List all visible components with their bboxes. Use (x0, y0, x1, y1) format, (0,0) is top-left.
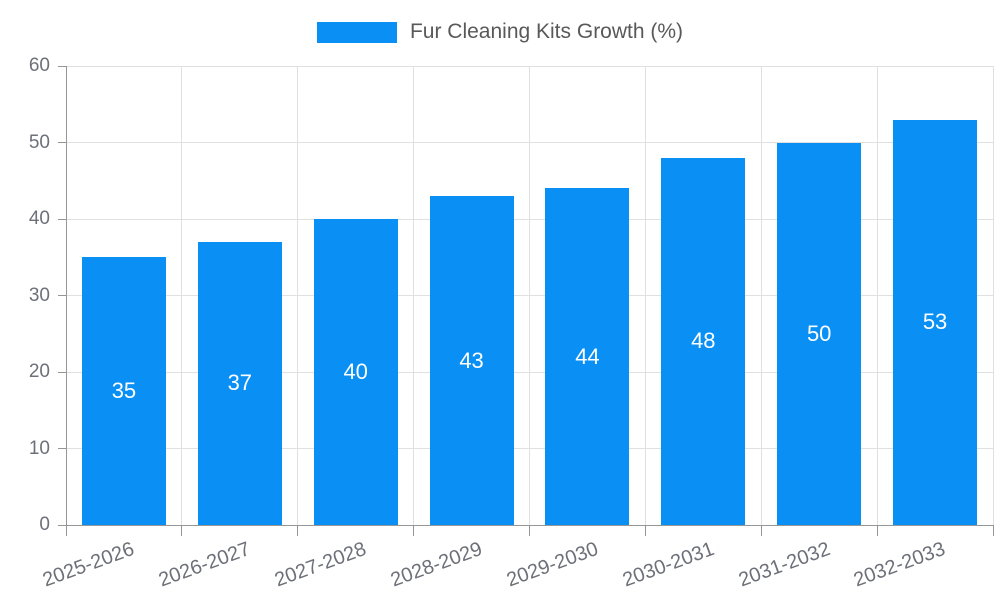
bar-value-label: 43 (459, 347, 484, 373)
bar-value-label: 35 (111, 378, 137, 404)
x-tick-label: 2027-2028 (271, 538, 370, 592)
y-axis-line (66, 66, 67, 525)
x-axis-tick (760, 525, 762, 536)
bar-value-label: 40 (343, 359, 368, 384)
x-axis-tick (297, 525, 299, 536)
v-gridline (760, 66, 762, 525)
x-tick-label: 2032-2033 (851, 538, 949, 592)
x-axis-tick (992, 525, 994, 536)
x-tick-label: 2025-2026 (40, 538, 138, 592)
bar-value-label: 50 (806, 320, 832, 346)
y-axis-tick (58, 218, 66, 220)
bar: 37 (197, 241, 282, 525)
x-axis-tick (413, 525, 415, 536)
y-tick-label: 60 (28, 55, 50, 76)
bar-value-label: 37 (227, 370, 253, 396)
x-axis-tick (876, 525, 878, 536)
bar: 43 (429, 196, 514, 525)
v-gridline (876, 66, 878, 525)
x-tick-label: 2030-2031 (619, 538, 717, 592)
y-tick-label: 10 (28, 437, 50, 459)
bar: 44 (545, 188, 630, 525)
v-gridline (297, 66, 299, 525)
v-gridline (992, 66, 994, 525)
legend-swatch (316, 21, 397, 43)
v-gridline (181, 66, 183, 525)
y-axis-tick (58, 295, 66, 296)
bar: 50 (777, 142, 862, 525)
v-gridline (644, 66, 646, 525)
y-axis-tick (58, 524, 66, 526)
y-tick-label: 20 (28, 361, 50, 382)
y-tick-label: 40 (28, 208, 50, 229)
v-gridline (529, 66, 530, 525)
x-tick-label: 2029-2030 (503, 538, 601, 592)
x-axis-tick (181, 525, 183, 536)
y-tick-label: 0 (39, 514, 50, 535)
chart-legend[interactable]: Fur Cleaning Kits Growth (%) (0, 20, 1000, 44)
v-gridline (413, 66, 415, 525)
bar-value-label: 48 (691, 328, 716, 354)
bar: 48 (661, 157, 746, 525)
x-axis-tick (644, 525, 646, 536)
bar-value-label: 44 (575, 343, 600, 369)
x-axis-tick (529, 525, 530, 536)
y-axis-tick (58, 142, 66, 143)
x-tick-label: 2028-2029 (387, 538, 486, 592)
bar: 40 (313, 219, 398, 525)
bar: 53 (893, 119, 978, 525)
bar: 35 (81, 257, 166, 525)
y-axis-tick (58, 448, 66, 449)
y-axis-tick (58, 371, 66, 373)
x-tick-label: 2031-2032 (735, 538, 833, 592)
y-tick-label: 50 (28, 131, 50, 153)
y-tick-label: 30 (28, 284, 50, 306)
x-axis-tick (65, 525, 67, 536)
x-tick-label: 2026-2027 (155, 538, 254, 592)
y-axis-tick (58, 65, 66, 67)
legend-label: Fur Cleaning Kits Growth (%) (409, 20, 684, 43)
bar-value-label: 53 (922, 309, 948, 335)
